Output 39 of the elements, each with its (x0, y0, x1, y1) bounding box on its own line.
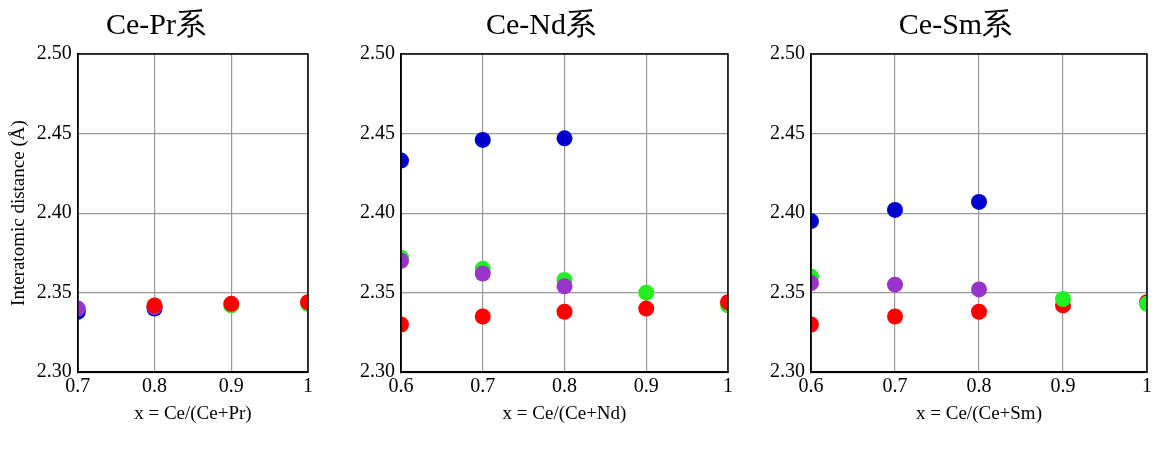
x-tick-label: 0.9 (633, 374, 659, 397)
chart-title: Ce-Nd系 (486, 6, 596, 40)
y-tick-label: 2.45 (36, 120, 72, 143)
y-tick-label: 2.50 (36, 41, 72, 64)
point (887, 308, 903, 325)
x-tick-label: 0.7 (882, 374, 908, 397)
chart-title: Ce-Sm系 (898, 6, 1013, 40)
x-tick-label: 0.7 (470, 374, 496, 397)
x-tick-label: 0.9 (218, 374, 244, 397)
x-tick-label: 0.8 (966, 374, 992, 397)
x-axis-title: x = Ce/(Ce+Sm) (916, 401, 1042, 424)
y-tick-label: 2.45 (770, 120, 805, 143)
point (971, 303, 987, 320)
point (971, 193, 987, 210)
x-tick-label: 0.8 (142, 374, 168, 397)
point (887, 276, 903, 293)
y-tick-label: 2.50 (770, 41, 805, 64)
point (971, 281, 987, 298)
point (887, 201, 903, 218)
x-tick-label: 1 (723, 374, 733, 397)
y-tick-label: 2.50 (360, 41, 395, 64)
point (556, 278, 573, 295)
y-tick-label: 2.40 (770, 200, 805, 223)
y-tick-label: 2.35 (36, 279, 72, 302)
y-tick-label: 2.40 (36, 200, 72, 223)
x-axis-title: x = Ce/(Ce+Nd) (502, 401, 627, 424)
y-tick-label: 2.35 (360, 279, 395, 302)
point (556, 130, 573, 147)
x-tick-label: 0.9 (1050, 374, 1076, 397)
y-tick-label: 2.35 (770, 279, 805, 302)
x-tick-label: 1 (303, 374, 313, 397)
point (556, 303, 573, 320)
y-tick-label: 2.45 (360, 120, 395, 143)
chart-title: Ce-Pr系 (106, 6, 206, 40)
x-axis-title: x = Ce/(Ce+Pr) (134, 401, 252, 424)
y-tick-label: 2.40 (360, 200, 395, 223)
x-tick-label: 0.8 (552, 374, 577, 397)
y-axis-title: Interatomic distance (Å) (7, 120, 30, 306)
x-tick-label: 1 (1142, 374, 1152, 397)
